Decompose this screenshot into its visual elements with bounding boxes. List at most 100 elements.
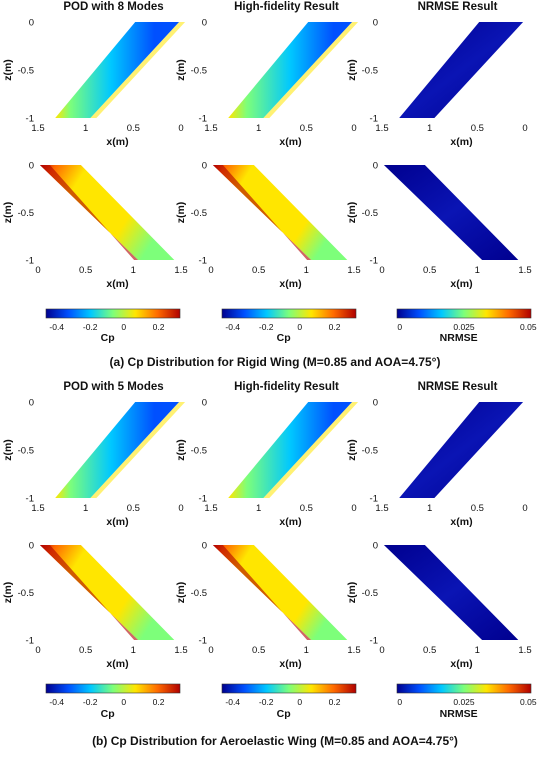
top-ytick: -1	[199, 114, 207, 125]
bottom-ylabel: z(m)	[346, 582, 358, 604]
top-xlabel: x(m)	[450, 136, 472, 148]
colorbar-tick: 0	[297, 322, 302, 332]
top-xtick: 0	[351, 123, 356, 134]
cp-wing-surface	[55, 402, 180, 498]
top-view-plot: 0 -0.5 -11.5 1 0.5 0 x(m) z(m)	[2, 18, 186, 148]
bottom-xtick: 0	[208, 265, 213, 276]
top-ytick: 0	[373, 18, 378, 29]
bottom-xlabel: x(m)	[279, 278, 301, 290]
bottom-xtick: 1	[131, 645, 136, 656]
colorbar-tick: 0.025	[453, 697, 475, 707]
colorbar: -0.4 -0.2 0 0.2 Cp	[45, 683, 181, 720]
bottom-xtick: 1	[475, 265, 480, 276]
colorbar-tick: 0.025	[453, 322, 475, 332]
colorbar-label: Cp	[101, 332, 115, 344]
colorbar-tick: 0.05	[520, 697, 537, 707]
bottom-xlabel: x(m)	[450, 658, 472, 670]
bottom-ytick: -0.5	[191, 208, 207, 219]
colorbar-tick: -0.2	[259, 322, 274, 332]
bottom-ytick: 0	[202, 161, 207, 172]
colorbar-tick: 0	[397, 322, 402, 332]
bottom-ytick: -1	[370, 256, 378, 267]
top-xtick: 1	[427, 123, 432, 134]
top-ytick: -0.5	[362, 446, 378, 457]
top-ytick: -1	[370, 494, 378, 505]
leading-edge-band	[39, 545, 139, 640]
bottom-xtick: 1.5	[174, 645, 187, 656]
colorbar-gradient	[221, 308, 357, 319]
error-wing-surface	[399, 402, 524, 498]
colorbar-tick: 0.2	[153, 322, 165, 332]
bottom-xtick: 0.5	[79, 265, 92, 276]
leading-edge-band	[212, 545, 312, 640]
colorbar-tick: 0	[397, 697, 402, 707]
top-xtick: 1.5	[31, 503, 44, 514]
top-xtick: 1.5	[375, 123, 388, 134]
bottom-ytick: -1	[370, 636, 378, 647]
panel-title: POD with 5 Modes	[63, 381, 163, 393]
bottom-ytick: 0	[202, 541, 207, 552]
colorbar-tick: -0.4	[49, 697, 64, 707]
bottom-xtick: 1	[131, 265, 136, 276]
top-view-plot: 0 -0.5 -11.5 1 0.5 0 x(m) z(m)	[346, 18, 528, 149]
panel-title: NRMSE Result	[418, 1, 498, 13]
colorbar-tick: -0.4	[225, 697, 240, 707]
top-xtick: 1.5	[204, 503, 217, 514]
cp-wing-surface	[39, 165, 175, 260]
colorbar-tick: 0.2	[153, 697, 165, 707]
colorbar-label: Cp	[277, 332, 291, 344]
top-xlabel: x(m)	[279, 516, 301, 528]
bottom-view-plot: 0-0.5-10 0.5 1 1.5x(m)z(m)	[2, 541, 188, 671]
bottom-ytick: 0	[29, 161, 34, 172]
bottom-view-plot: 0-0.5-10 0.5 1 1.5x(m)z(m)	[346, 541, 532, 671]
colorbar: -0.4 -0.2 0 0.2 Cp	[45, 308, 181, 344]
cp-wing-surface	[212, 165, 348, 260]
top-ytick: -1	[199, 494, 207, 505]
bottom-xtick: 0.5	[252, 265, 265, 276]
leading-edge-band	[39, 165, 139, 260]
top-xlabel: x(m)	[106, 516, 128, 528]
top-view-plot: 0 -0.5 -11.5 1 0.5 0 x(m) z(m)	[175, 398, 359, 528]
top-ytick: 0	[373, 398, 378, 409]
colorbar-tick: -0.4	[225, 322, 240, 332]
top-xlabel: x(m)	[106, 136, 128, 148]
panel-title: NRMSE Result	[418, 381, 498, 393]
leading-edge-band	[263, 22, 359, 118]
top-xtick: 0.5	[127, 123, 140, 134]
colorbar-tick: 0.05	[520, 322, 537, 332]
bottom-xtick: 1.5	[174, 265, 187, 276]
cp-wing-surface	[212, 545, 348, 640]
bottom-ylabel: z(m)	[2, 202, 14, 224]
bottom-view-plot: 0-0.5-10 0.5 1 1.5x(m)z(m)	[175, 541, 361, 671]
top-ytick: 0	[202, 398, 207, 409]
top-ytick: -0.5	[18, 66, 34, 77]
top-ylabel: z(m)	[175, 439, 187, 461]
bottom-xlabel: x(m)	[279, 658, 301, 670]
bottom-xtick: 1	[475, 645, 480, 656]
colorbar-tick: 0	[121, 697, 126, 707]
error-wing-surface	[383, 545, 519, 640]
section-caption: (b) Cp Distribution for Aeroelastic Wing…	[92, 734, 458, 748]
colorbar-tick: -0.2	[83, 697, 98, 707]
bottom-ytick: -0.5	[362, 588, 378, 599]
colorbar-gradient	[396, 683, 532, 694]
bottom-ytick: -0.5	[362, 208, 378, 219]
bottom-ylabel: z(m)	[175, 582, 187, 604]
bottom-ytick: -1	[26, 636, 34, 647]
colorbar-tick: 0	[121, 322, 126, 332]
panel-title: High-fidelity Result	[234, 1, 339, 13]
top-view-plot: 0 -0.5 -11.5 1 0.5 0 x(m) z(m)	[2, 398, 186, 528]
colorbar-gradient	[45, 683, 181, 694]
colorbar-gradient	[45, 308, 181, 319]
top-xlabel: x(m)	[450, 516, 472, 528]
top-ytick: -0.5	[362, 66, 378, 77]
top-ytick: -0.5	[18, 446, 34, 457]
top-ytick: -1	[26, 494, 34, 505]
top-xtick: 1	[83, 123, 88, 134]
top-xtick: 1	[427, 503, 432, 514]
